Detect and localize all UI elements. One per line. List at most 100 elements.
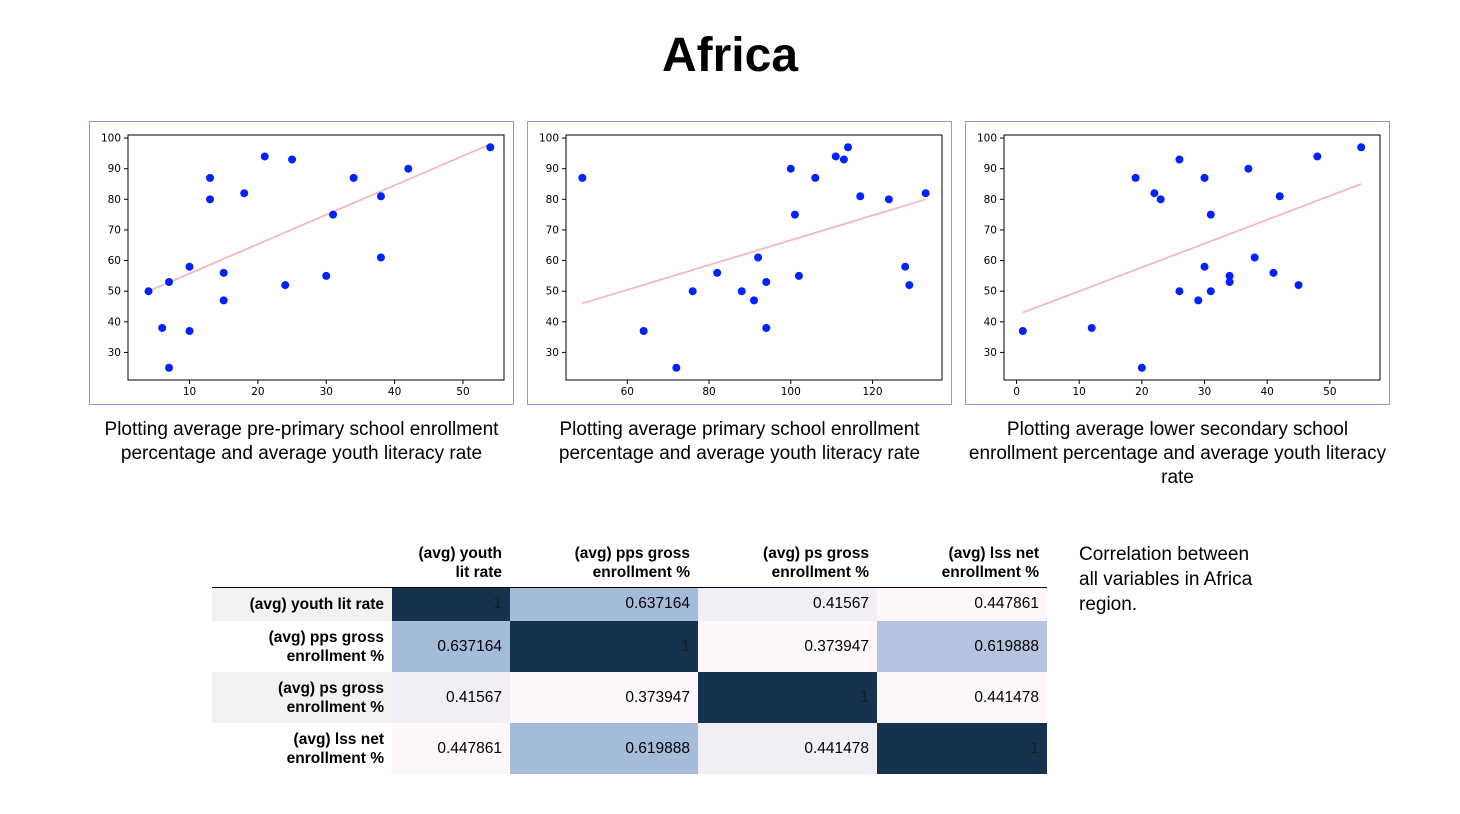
table-header-row: (avg) youth lit rate (avg) pps gross enrol… xyxy=(212,540,1047,588)
y-tick-label: 70 xyxy=(546,224,559,236)
y-tick-label: 100 xyxy=(101,133,121,145)
scatter-point xyxy=(713,268,722,277)
x-tick-label: 30 xyxy=(1198,386,1211,398)
table-cell: 0.637164 xyxy=(510,587,698,621)
scatter-chart-lower-secondary: 0 10 20 30 40 50 30 40 50 60 70 80 90 100 xyxy=(977,133,1381,398)
x-tick-label: 10 xyxy=(183,386,196,398)
scatter-point xyxy=(762,278,771,286)
y-tick-label: 90 xyxy=(108,163,121,175)
scatter-point xyxy=(1200,173,1209,182)
scatter-panel-lower-secondary: 0 10 20 30 40 50 30 40 50 60 70 80 90 100 xyxy=(965,121,1390,405)
x-tick-label: 120 xyxy=(862,386,882,398)
x-tick-label: 50 xyxy=(456,386,469,398)
x-tick-label: 20 xyxy=(1135,386,1148,398)
scatter-point xyxy=(750,296,758,305)
scatter-point xyxy=(1131,173,1140,182)
scatter-point xyxy=(1269,268,1278,277)
scatter-point xyxy=(1244,164,1253,173)
scatter-point xyxy=(639,327,648,335)
table-cell: 0.41567 xyxy=(392,672,510,723)
scatter-point xyxy=(240,189,249,198)
table-cell: 1 xyxy=(392,587,510,621)
table-row: (avg) pps gross enrollment % 0.637164 1 0.37… xyxy=(212,621,1047,672)
scatter-point xyxy=(165,363,174,372)
table-row: (avg) youth lit rate 1 0.637164 0.41567 0.44… xyxy=(212,587,1047,621)
scatter-point xyxy=(578,173,587,182)
scatter-point xyxy=(329,210,338,219)
scatter-point xyxy=(281,281,290,290)
correlation-table: (avg) youth lit rate (avg) pps gross enrol… xyxy=(212,540,1047,774)
scatter-point xyxy=(1194,296,1203,305)
x-tick-label: 30 xyxy=(320,386,333,398)
scatter-point xyxy=(219,296,228,305)
y-tick-label: 40 xyxy=(108,316,121,328)
scatter-point xyxy=(1250,253,1259,262)
scatter-point xyxy=(672,363,681,372)
scatter-point xyxy=(688,287,697,296)
scatter-point xyxy=(185,262,194,271)
scatter-point xyxy=(158,323,167,332)
y-tick-label: 40 xyxy=(546,316,559,328)
scatter-point xyxy=(790,210,799,219)
row-header: (avg) pps gross enrollment % xyxy=(212,621,392,672)
column-header: (avg) pps gross enrollment % xyxy=(510,540,698,588)
scatter-point xyxy=(322,271,331,280)
scatter-point xyxy=(1150,189,1159,198)
plot-area xyxy=(127,134,505,381)
scatter-point xyxy=(486,143,495,152)
page-title: Africa xyxy=(661,29,799,82)
row-header: (avg) lss net enrollment % xyxy=(212,723,392,774)
table-cell: 0.447861 xyxy=(392,723,510,774)
plot-area xyxy=(1003,134,1381,381)
scatter-point xyxy=(831,152,840,161)
table-cell: 1 xyxy=(698,672,877,723)
y-tick-label: 100 xyxy=(539,133,559,145)
table-cell: 0.373947 xyxy=(698,621,877,672)
scatter-point xyxy=(1275,192,1284,201)
y-tick-label: 100 xyxy=(977,133,997,145)
table-cell: 0.619888 xyxy=(877,621,1047,672)
y-tick-label: 80 xyxy=(984,194,997,206)
column-header: (avg) ps gross enrollment % xyxy=(698,540,877,588)
correlation-note: Correlation between all variables in Afr… xyxy=(1079,544,1253,615)
trend-line xyxy=(582,198,926,305)
scatter-point xyxy=(754,253,763,262)
scatter-point xyxy=(839,155,848,164)
scatter-point xyxy=(376,253,385,262)
x-tick-label: 20 xyxy=(251,386,264,398)
scatter-point xyxy=(185,327,194,335)
table-cell: 0.441478 xyxy=(698,723,877,774)
scatter-point xyxy=(1200,262,1209,271)
y-tick-label: 60 xyxy=(984,255,997,267)
table-row: (avg) ps gross enrollment % 0.41567 0.37394… xyxy=(212,672,1047,723)
row-header: (avg) ps gross enrollment % xyxy=(212,672,392,723)
scatter-point xyxy=(1357,143,1366,152)
scatter-point xyxy=(1175,287,1184,296)
scatter-point xyxy=(1206,287,1215,296)
scatter-chart-primary: 60 80 100 120 30 40 50 60 70 80 90 100 xyxy=(539,133,943,398)
caption-lower-secondary: Plotting average lower secondary school … xyxy=(968,419,1387,488)
y-tick-label: 80 xyxy=(546,194,559,206)
y-tick-label: 70 xyxy=(108,224,121,236)
scatter-point xyxy=(404,164,413,173)
y-tick-label: 30 xyxy=(984,347,997,359)
scatter-point xyxy=(1294,281,1303,290)
scatter-point xyxy=(206,195,215,204)
scatter-point xyxy=(921,189,930,198)
y-tick-label: 40 xyxy=(984,316,997,328)
scatter-point xyxy=(1313,152,1322,161)
scatter-point xyxy=(901,262,910,271)
scatter-point xyxy=(844,143,852,152)
scatter-point xyxy=(165,278,174,286)
x-tick-label: 100 xyxy=(781,386,801,398)
scatter-point xyxy=(1137,363,1146,372)
table-cell: 0.441478 xyxy=(877,672,1047,723)
trend-line xyxy=(148,143,491,293)
table-cell: 0.447861 xyxy=(877,587,1047,621)
scatter-point xyxy=(206,173,215,182)
scatter-point xyxy=(1156,195,1165,204)
scatter-point xyxy=(737,287,746,296)
scatter-point xyxy=(856,192,865,201)
trend-line xyxy=(1022,183,1362,314)
scatter-point xyxy=(1225,278,1234,286)
